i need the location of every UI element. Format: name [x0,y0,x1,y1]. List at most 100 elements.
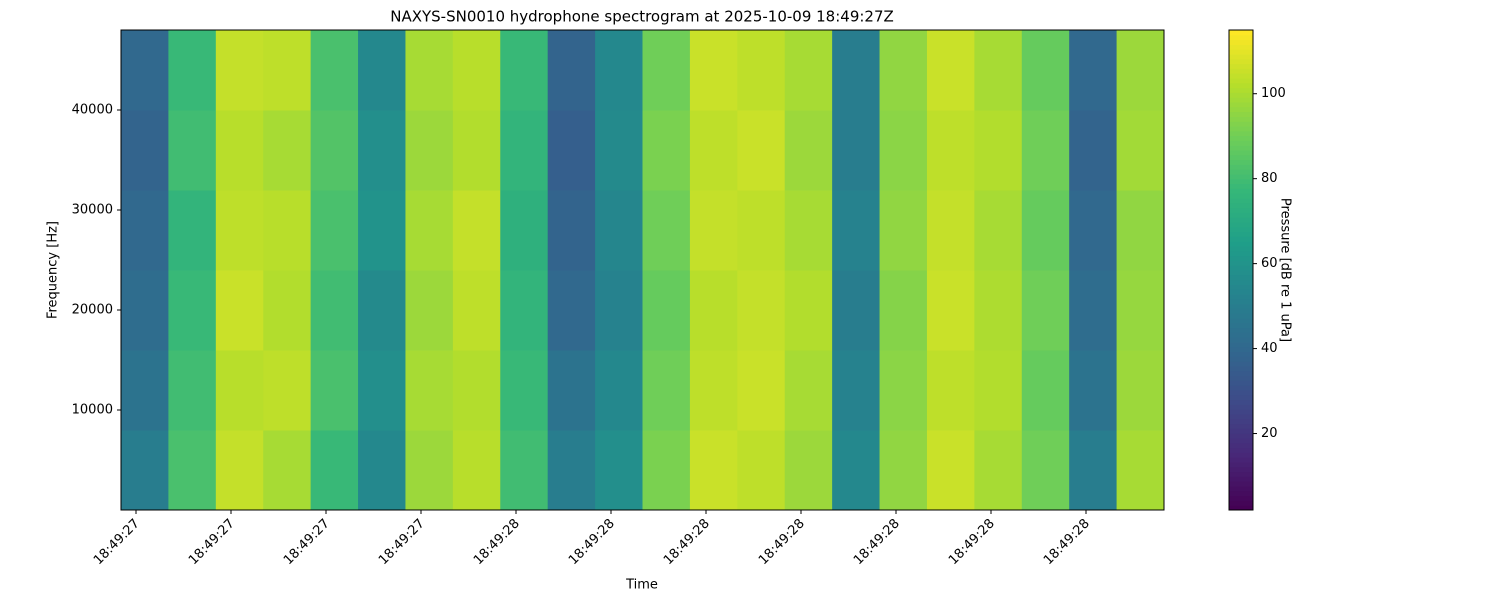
x-tick-label: 18:49:28 [1041,516,1093,568]
colorbar-segment [1229,82,1253,89]
heatmap-cell [452,30,501,111]
x-tick-label: 18:49:28 [566,516,618,568]
heatmap-cell [452,270,501,351]
colorbar-segment [1229,404,1253,410]
colorbar-label: Pressure [dB re 1 uPa] [1278,198,1293,342]
heatmap-cell [737,190,786,271]
colorbar-frame [1228,29,1254,511]
heatmap-cell [1021,110,1070,191]
colorbar-segment [1229,322,1253,329]
heatmap-cell [168,30,217,111]
colorbar-segment [1229,126,1253,132]
colorbar-segment [1229,399,1253,405]
colorbar-segment [1229,87,1253,93]
heatmap-cell [358,30,406,111]
colorbar-segment [1229,442,1253,449]
colorbar-segment [1229,202,1253,209]
colorbar-segment [1229,279,1253,285]
x-tick-label: 18:49:28 [661,516,713,568]
colorbar-segment [1229,361,1253,367]
colorbar-segment [1229,375,1253,381]
heatmap-cell [974,270,1023,351]
x-tick-label: 18:49:27 [186,516,238,568]
heatmap-cell [1069,350,1118,431]
heatmap-cell [1116,110,1165,191]
heatmap-cell [121,110,169,191]
heatmap-cell [1069,110,1118,191]
colorbar-segment [1229,462,1253,468]
heatmap-cell [121,270,169,351]
colorbar-segment [1229,97,1253,103]
colorbar-segment [1229,34,1253,41]
colorbar-segment [1229,294,1253,300]
colorbar-segment [1229,409,1253,415]
heatmap-cell [926,190,975,271]
heatmap-cell [168,350,217,431]
heatmap-cell [1021,350,1070,431]
heatmap-cell [358,190,406,271]
colorbar-segment [1229,327,1253,333]
heatmap-cell [595,430,643,511]
colorbar-segment [1229,265,1253,271]
colorbar-segment [1229,174,1253,180]
heatmap-cell [784,350,833,431]
heatmap-cell [358,110,406,191]
heatmap-cell [263,110,312,191]
heatmap-cell [263,430,312,511]
plot-frame [120,29,1165,511]
colorbar-segment [1229,164,1253,170]
colorbar-tick-label: 40 [1261,341,1278,356]
colorbar-segment [1229,471,1253,477]
colorbar-segment [1229,274,1253,281]
heatmap-cell [263,350,312,431]
heatmap-cell [784,190,833,271]
heatmap-cell [215,350,264,431]
heatmap-cell [215,430,264,511]
y-axis-label: Frequency [Hz] [46,221,61,319]
heatmap-cell [263,270,312,351]
heatmap-cell [974,110,1023,191]
colorbar-segment [1229,270,1253,276]
colorbar-segment [1229,447,1253,453]
chart-title: NAXYS-SN0010 hydrophone spectrogram at 2… [390,8,894,26]
heatmap-cell [358,430,406,511]
heatmap-cell [547,110,596,191]
heatmap-cell [926,270,975,351]
heatmap-cell [832,350,881,431]
heatmap-cell [1069,30,1118,111]
colorbar-segment [1229,414,1253,420]
colorbar-segment [1229,63,1253,69]
heatmap-cell [168,270,217,351]
colorbar-segment [1229,231,1253,237]
colorbar-segment [1229,111,1253,117]
heatmap-cell [500,270,549,351]
heatmap-cell [1069,430,1118,511]
colorbar-segment [1229,284,1253,290]
heatmap-cell [879,270,928,351]
heatmap-cell [737,350,786,431]
heatmap-cell [974,190,1023,271]
colorbar-segment [1229,236,1253,242]
heatmap-cell [737,270,786,351]
colorbar-tick-label: 100 [1261,86,1286,101]
heatmap-cell [168,430,217,511]
colorbar-tick-label: 20 [1261,426,1278,441]
heatmap-cell [121,190,169,271]
colorbar-segment [1229,145,1253,151]
heatmap-cell [310,190,359,271]
colorbar-segment [1229,303,1253,309]
colorbar-segment [1229,68,1253,74]
colorbar-segment [1229,366,1253,372]
colorbar-segment [1229,49,1253,55]
colorbar-segment [1229,385,1253,391]
colorbar-segment [1229,54,1253,60]
heatmap-cell [974,430,1023,511]
colorbar-segment [1229,130,1253,137]
colorbar-segment [1229,298,1253,305]
colorbar-segment [1229,169,1253,175]
heatmap-cell [926,430,975,511]
colorbar-segment [1229,318,1253,324]
colorbar-segment [1229,486,1253,492]
colorbar-segment [1229,135,1253,141]
